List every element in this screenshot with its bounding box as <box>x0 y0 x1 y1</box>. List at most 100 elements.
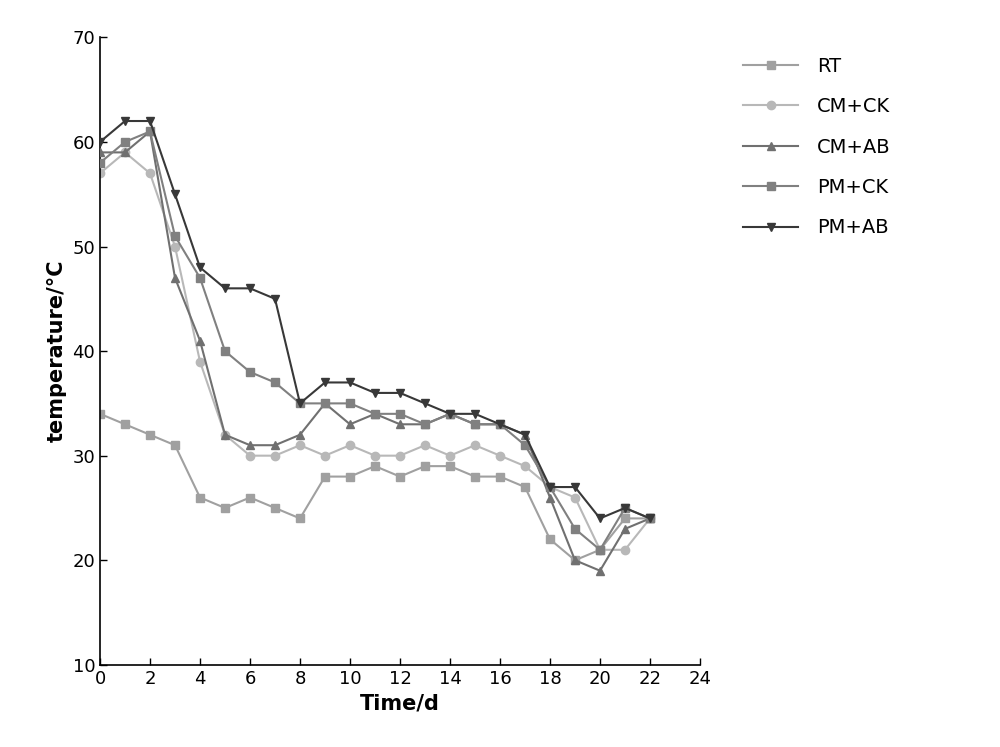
CM+AB <box>244 441 256 450</box>
PM+AB <box>369 388 381 397</box>
RT <box>444 462 456 471</box>
CM+CK <box>594 545 606 554</box>
CM+AB <box>369 409 381 418</box>
PM+CK <box>244 368 256 376</box>
Line: RT: RT <box>96 409 654 565</box>
PM+AB <box>619 503 631 512</box>
RT <box>269 503 281 512</box>
PM+CK <box>444 409 456 418</box>
PM+CK <box>94 158 106 167</box>
Line: CM+CK: CM+CK <box>96 148 654 554</box>
PM+CK <box>494 420 506 429</box>
RT <box>494 472 506 481</box>
CM+CK <box>119 148 131 157</box>
PM+AB <box>144 117 156 125</box>
CM+CK <box>294 441 306 450</box>
PM+AB <box>594 514 606 523</box>
PM+AB <box>269 294 281 303</box>
CM+AB <box>494 420 506 429</box>
PM+CK <box>269 378 281 387</box>
PM+CK <box>319 399 331 408</box>
RT <box>394 472 406 481</box>
CM+CK <box>369 451 381 460</box>
PM+AB <box>119 117 131 125</box>
PM+AB <box>219 284 231 293</box>
PM+CK <box>544 483 556 492</box>
PM+CK <box>369 409 381 418</box>
PM+CK <box>144 127 156 136</box>
RT <box>469 472 481 481</box>
CM+AB <box>594 566 606 575</box>
CM+CK <box>419 441 431 450</box>
CM+CK <box>144 169 156 178</box>
PM+CK <box>119 137 131 146</box>
PM+AB <box>494 420 506 429</box>
PM+CK <box>619 503 631 512</box>
Line: CM+AB: CM+AB <box>96 127 654 575</box>
CM+AB <box>94 148 106 157</box>
CM+AB <box>469 420 481 429</box>
CM+CK <box>94 169 106 178</box>
PM+AB <box>469 409 481 418</box>
PM+CK <box>169 232 181 241</box>
Y-axis label: temperature/°C: temperature/°C <box>47 260 67 442</box>
RT <box>569 556 581 565</box>
PM+AB <box>294 399 306 408</box>
PM+CK <box>469 420 481 429</box>
CM+AB <box>444 409 456 418</box>
CM+AB <box>144 127 156 136</box>
PM+CK <box>569 524 581 533</box>
RT <box>319 472 331 481</box>
PM+CK <box>344 399 356 408</box>
CM+CK <box>269 451 281 460</box>
CM+CK <box>619 545 631 554</box>
CM+CK <box>494 451 506 460</box>
CM+CK <box>194 357 206 366</box>
CM+CK <box>544 483 556 492</box>
X-axis label: Time/d: Time/d <box>360 693 440 713</box>
CM+AB <box>219 430 231 439</box>
RT <box>644 514 656 523</box>
Line: PM+AB: PM+AB <box>96 117 654 523</box>
PM+CK <box>219 347 231 356</box>
PM+CK <box>594 545 606 554</box>
CM+AB <box>294 430 306 439</box>
PM+CK <box>519 441 531 450</box>
CM+AB <box>344 420 356 429</box>
PM+AB <box>444 409 456 418</box>
CM+CK <box>169 242 181 251</box>
RT <box>294 514 306 523</box>
PM+CK <box>194 273 206 282</box>
CM+CK <box>394 451 406 460</box>
RT <box>244 493 256 502</box>
RT <box>419 462 431 471</box>
PM+CK <box>294 399 306 408</box>
CM+CK <box>319 451 331 460</box>
CM+AB <box>119 148 131 157</box>
CM+AB <box>519 430 531 439</box>
PM+CK <box>394 409 406 418</box>
CM+CK <box>219 430 231 439</box>
RT <box>544 535 556 544</box>
RT <box>344 472 356 481</box>
PM+AB <box>194 263 206 272</box>
CM+CK <box>444 451 456 460</box>
RT <box>94 409 106 418</box>
PM+AB <box>394 388 406 397</box>
RT <box>594 545 606 554</box>
Line: PM+CK: PM+CK <box>96 127 654 554</box>
CM+CK <box>519 462 531 471</box>
RT <box>194 493 206 502</box>
RT <box>119 420 131 429</box>
RT <box>369 462 381 471</box>
CM+CK <box>569 493 581 502</box>
CM+AB <box>544 493 556 502</box>
PM+AB <box>519 430 531 439</box>
RT <box>144 430 156 439</box>
PM+AB <box>544 483 556 492</box>
CM+AB <box>169 273 181 282</box>
PM+CK <box>419 420 431 429</box>
CM+AB <box>569 556 581 565</box>
PM+AB <box>94 137 106 146</box>
CM+AB <box>194 336 206 345</box>
